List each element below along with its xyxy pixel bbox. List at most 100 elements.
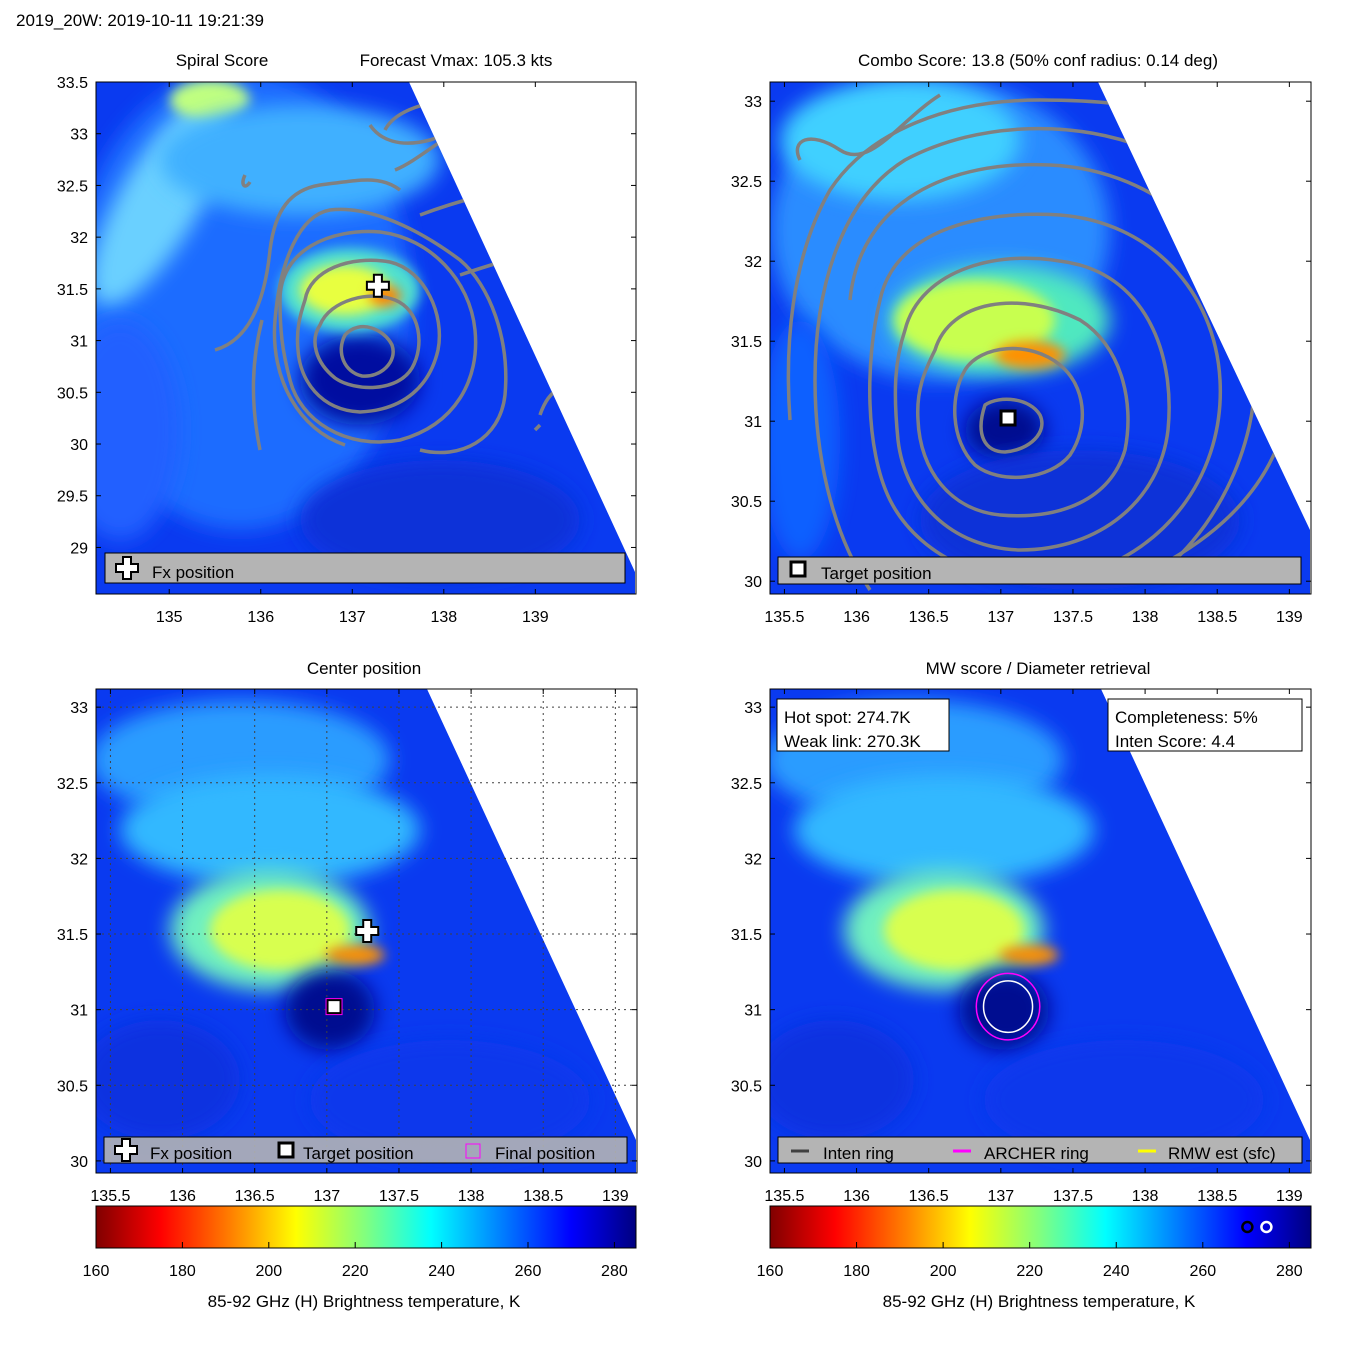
x-tick-label: 135.5: [764, 609, 804, 626]
x-tick-label: 136: [169, 1188, 196, 1205]
colorbar-tick-label: 180: [169, 1263, 196, 1280]
legend-box: [103, 1136, 628, 1164]
x-tick-label: 139: [522, 609, 549, 626]
x-tick-label: 136: [843, 1188, 870, 1205]
y-tick-label: 29.5: [57, 489, 88, 506]
y-tick-label: 32: [744, 851, 762, 868]
hotspot-marker: [1260, 1220, 1273, 1234]
rings: [975, 972, 1041, 1041]
colorbar-tick-label: 220: [342, 1263, 369, 1280]
axes-frame: [95, 688, 638, 1174]
axes-frame: [769, 81, 1312, 595]
y-tick-label: 31.5: [731, 334, 762, 351]
x-tick-label: 136.5: [909, 609, 949, 626]
colorbar-markers: [1241, 1220, 1273, 1234]
legend-box: [777, 556, 1302, 585]
x-tick-label: 138: [458, 1188, 485, 1205]
x-tick-label: 136: [247, 609, 274, 626]
panel-spiral-score: Spiral Score Forecast Vmax: 105.3 kts: [57, 51, 637, 626]
y-tick-label: 32.5: [57, 178, 88, 195]
marker-target-position: [999, 409, 1017, 427]
x-tick-label: 137: [313, 1188, 340, 1205]
y-tick-label: 32.5: [731, 776, 762, 793]
colorbar-tick-label: 160: [83, 1263, 110, 1280]
y-tick-label: 33: [744, 94, 762, 111]
x-tick-label: 138: [1132, 1188, 1159, 1205]
colorbar-label: 85-92 GHz (H) Brightness temperature, K: [208, 1292, 521, 1311]
square-icon: [277, 1141, 295, 1159]
colorbar-tick-label: 160: [757, 1263, 784, 1280]
legend-label: Inten ring: [823, 1144, 894, 1163]
colorbar-tick-label: 200: [930, 1263, 957, 1280]
legend-label: Fx position: [152, 563, 234, 582]
y-tick-label: 30.5: [731, 1078, 762, 1095]
info-box: [776, 698, 950, 752]
inten-score-text: Inten Score: 4.4: [1115, 732, 1235, 751]
x-tick-label: 136: [843, 609, 870, 626]
y-tick-label: 30: [744, 1154, 762, 1171]
y-tick-label: 31: [744, 1003, 762, 1020]
legend-box: [104, 552, 626, 584]
legend-box: [777, 1136, 1303, 1164]
x-tick-label: 138: [1132, 609, 1159, 626]
y-tick-label: 32.5: [57, 776, 88, 793]
y-tick-label: 32: [70, 851, 88, 868]
x-tick-label: 135.5: [764, 1188, 804, 1205]
legend-label: ARCHER ring: [984, 1144, 1089, 1163]
panel-title: Combo Score: 13.8 (50% conf radius: 0.14…: [858, 51, 1218, 70]
axes-ticks: 135 136 137 138 139 29 29.5 30 30.5 31 31.5 32 32.5 3…: [57, 75, 636, 626]
axes-ticks: 135.5 136 136.5 137 137.5 138 138.5 139 30 30.5 31…: [731, 82, 1311, 626]
y-tick-label: 30.5: [57, 1078, 88, 1095]
colorbar-tick-label: 240: [1103, 1263, 1130, 1280]
legend-label: Target position: [821, 564, 932, 583]
x-tick-label: 139: [1276, 1188, 1303, 1205]
x-tick-label: 138.5: [1197, 1188, 1237, 1205]
figure-title: 2019_20W: 2019-10-11 19:21:39: [16, 11, 264, 30]
panel-title: Center position: [307, 659, 421, 678]
axes-ticks: 135.5 136 136.5 137 137.5 138 138.5 139 30 30.5 31…: [57, 689, 637, 1205]
panel-title: MW score / Diameter retrieval: [926, 659, 1151, 678]
weak-link-text: Weak link: 270.3K: [784, 732, 921, 751]
hot-spot-text: Hot spot: 274.7K: [784, 708, 911, 727]
x-tick-label: 137.5: [1053, 609, 1093, 626]
colorbar-label: 85-92 GHz (H) Brightness temperature, K: [883, 1292, 1196, 1311]
x-tick-label: 138.5: [523, 1188, 563, 1205]
colorbar-tick-label: 260: [1189, 1263, 1216, 1280]
target-position-marker: [325, 998, 343, 1016]
info-box-left: Hot spot: 274.7K Weak link: 270.3K: [776, 698, 950, 752]
y-tick-label: 33: [70, 700, 88, 717]
colorbar-ticks: 160 180 200 220 240 260 280: [83, 1242, 628, 1280]
heatmap-field: [770, 689, 1310, 1173]
y-tick-label: 31.5: [57, 282, 88, 299]
colorbar-right: 160 180 200 220 240 260 280 85-92 GHz (H) Brig…: [757, 1205, 1312, 1311]
y-tick-label: 29: [70, 540, 88, 557]
y-tick-label: 32: [744, 254, 762, 271]
x-tick-label: 137.5: [1053, 1188, 1093, 1205]
y-tick-label: 33: [70, 127, 88, 144]
archer-ring: [975, 972, 1041, 1041]
completeness-text: Completeness: 5%: [1115, 708, 1258, 727]
legend: Fx position Target position Final positi…: [103, 1136, 628, 1164]
marker-fx-position: [355, 919, 380, 943]
rmw-ring: [982, 980, 1034, 1034]
colorbar-gradient: [95, 1205, 637, 1249]
marker-target-position: [325, 998, 343, 1016]
x-tick-label: 135: [156, 609, 183, 626]
y-tick-label: 30: [70, 437, 88, 454]
gridlines: [96, 689, 637, 1173]
colorbar-tick-label: 180: [843, 1263, 870, 1280]
y-tick-label: 32.5: [731, 174, 762, 191]
final-position-marker: [325, 998, 343, 1016]
y-tick-label: 32: [70, 230, 88, 247]
colorbar-tick-label: 200: [255, 1263, 282, 1280]
plus-icon: [115, 556, 139, 580]
x-tick-label: 136.5: [909, 1188, 949, 1205]
y-tick-label: 33: [744, 700, 762, 717]
y-tick-label: 30: [70, 1154, 88, 1171]
info-box: [1107, 698, 1303, 752]
fx-position-marker: [365, 273, 390, 298]
panel-subtitle: Forecast Vmax: 105.3 kts: [360, 51, 553, 70]
y-tick-label: 31: [744, 414, 762, 431]
colorbar-ticks: 160 180 200 220 240 260 280: [757, 1242, 1303, 1280]
legend-label: Final position: [495, 1144, 595, 1163]
